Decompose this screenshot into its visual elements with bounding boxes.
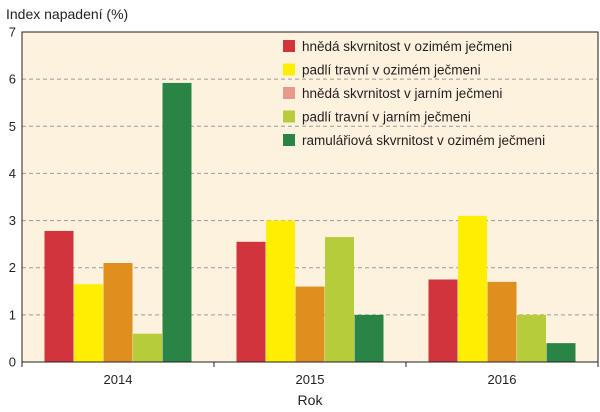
bar [517, 314, 546, 362]
y-tick-label: 2 [9, 260, 16, 275]
y-tick-label: 7 [9, 25, 16, 40]
bar [428, 279, 458, 362]
legend-swatch [283, 134, 295, 146]
plot-border [21, 31, 599, 363]
bars [44, 82, 576, 363]
legend-swatch [283, 110, 295, 123]
bar [133, 333, 162, 362]
bar [74, 284, 103, 362]
legend-swatch [283, 63, 295, 76]
bar [354, 314, 384, 362]
y-tick-label: 4 [9, 166, 16, 181]
y-tick-label: 1 [9, 307, 16, 322]
y-tick-label: 0 [9, 355, 16, 370]
legend-label: ramulářiová skvrnitost v ozimém ječmeni [302, 133, 545, 148]
chart-title: Index napadení (%) [6, 6, 128, 22]
legend-swatch [283, 87, 295, 99]
x-tick-label: 2014 [104, 372, 133, 387]
bar [162, 82, 192, 363]
bar [236, 241, 266, 362]
bar [458, 215, 487, 362]
bar [295, 286, 325, 362]
bar [103, 263, 133, 362]
y-tick-label: 6 [9, 72, 16, 87]
y-tick-label: 5 [9, 119, 16, 134]
legend-label: padlí travní v jarním ječmeni [302, 110, 471, 125]
y-axis-ticks: 0 1 2 3 4 5 6 7 [9, 25, 16, 370]
x-axis-label: Rok [298, 392, 324, 408]
x-tick-label: 2016 [488, 372, 517, 387]
bar [44, 230, 74, 362]
x-tick-label: 2015 [296, 372, 325, 387]
bar [487, 281, 517, 362]
y-tick-label: 3 [9, 213, 16, 228]
bar [325, 237, 354, 362]
bar [546, 343, 576, 362]
bar [266, 220, 295, 362]
legend: hnědá skvrnitost v ozimém ječmeni padlí t… [283, 39, 545, 148]
legend-label: padlí travní v ozimém ječmeni [302, 63, 481, 78]
legend-label: hnědá skvrnitost v ozimém ječmeni [302, 39, 512, 54]
legend-label: hnědá skvrnitost v jarním ječmeni [302, 86, 502, 101]
legend-swatch [283, 40, 295, 52]
x-axis-ticks: 2014 2015 2016 [21, 362, 599, 387]
